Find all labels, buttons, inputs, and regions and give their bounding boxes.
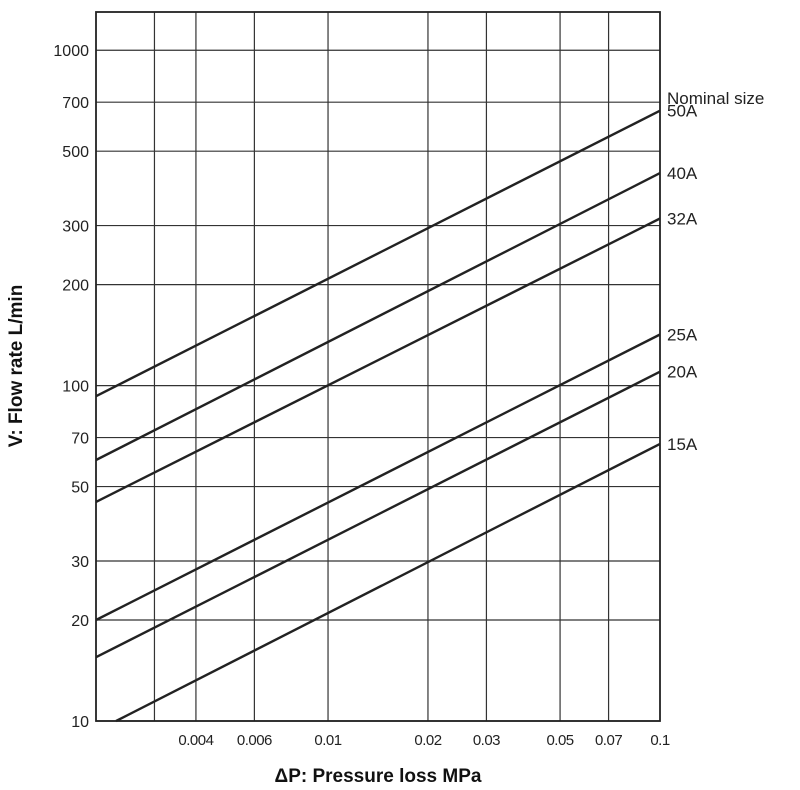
y-tick-label: 10 [71, 714, 89, 731]
y-tick-label: 30 [71, 554, 89, 571]
y-tick-label: 200 [62, 278, 89, 295]
x-tick-label: 0.1 [650, 732, 670, 749]
x-tick-label: 0.01 [314, 732, 341, 749]
y-tick-label: 300 [62, 219, 89, 236]
y-tick-label: 1000 [53, 43, 89, 60]
y-tick-label: 500 [62, 144, 89, 161]
y-tick-labels: 1000 700 500 300 200 100 70 50 30 20 10 [53, 43, 89, 731]
x-axis-title: ΔP: Pressure loss MPa [275, 766, 482, 787]
series-labels: 50A 40A 32A 25A 20A 15A [667, 102, 698, 454]
plot-frame [95, 11, 661, 722]
series-label-25a: 25A [667, 326, 698, 345]
legend-title: Nominal size [667, 89, 764, 108]
series-label-50a: 50A [667, 102, 698, 121]
y-axis-title: V: Flow rate L/min [6, 285, 27, 448]
y-tick-label: 20 [71, 613, 89, 630]
series-line-20a [95, 370, 661, 659]
x-tick-label: 0.07 [595, 732, 622, 749]
x-tick-label: 0.004 [178, 732, 213, 749]
series-label-32a: 32A [667, 209, 698, 228]
series-line-40a [95, 172, 661, 462]
x-tick-label: 0.02 [414, 732, 441, 749]
x-tick-label: 0.05 [546, 732, 573, 749]
series-label-20a: 20A [667, 363, 698, 382]
y-tick-label: 100 [62, 379, 89, 396]
x-tick-label: 0.006 [237, 732, 272, 749]
series-lines [95, 109, 661, 723]
series-line-15a [115, 442, 661, 723]
series-line-32a [95, 217, 661, 503]
y-tick-label: 70 [71, 431, 89, 448]
series-line-25a [95, 333, 661, 622]
x-tick-label: 0.03 [473, 732, 500, 749]
y-tick-label: 700 [62, 95, 89, 112]
series-label-15a: 15A [667, 435, 698, 454]
series-label-40a: 40A [667, 164, 698, 183]
series-line-50a [95, 109, 661, 398]
y-tick-label: 50 [71, 480, 89, 497]
x-tick-labels: 0.004 0.006 0.01 0.02 0.03 0.05 0.07 0.1 [178, 732, 670, 749]
